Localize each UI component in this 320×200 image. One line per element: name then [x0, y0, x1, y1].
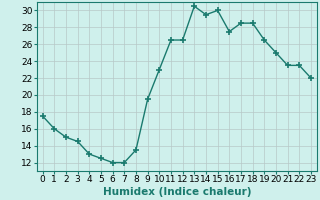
X-axis label: Humidex (Indice chaleur): Humidex (Indice chaleur) — [102, 187, 251, 197]
